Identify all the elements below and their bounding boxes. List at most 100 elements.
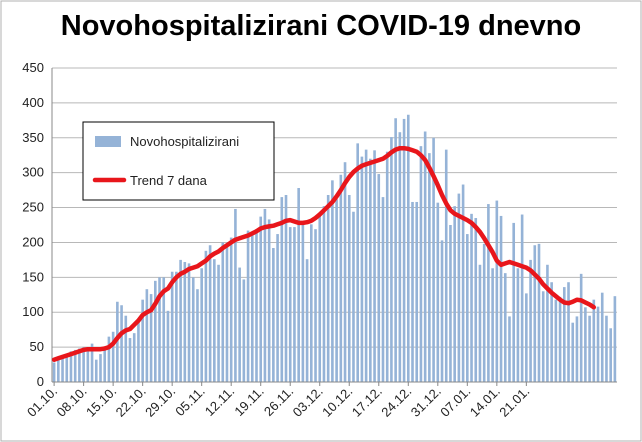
bar bbox=[141, 299, 144, 382]
bar bbox=[166, 310, 170, 382]
bar bbox=[592, 299, 596, 382]
x-tick-label: 05.11. bbox=[172, 384, 207, 419]
bar bbox=[90, 343, 94, 382]
bar bbox=[394, 118, 397, 383]
bar bbox=[411, 201, 414, 382]
bar bbox=[525, 293, 528, 382]
bar bbox=[305, 259, 309, 382]
bar bbox=[229, 237, 233, 382]
bar bbox=[187, 263, 191, 382]
bar bbox=[107, 336, 111, 382]
bar bbox=[364, 149, 368, 382]
bar bbox=[225, 243, 229, 382]
x-tick-label: 03.12. bbox=[290, 384, 326, 420]
bar bbox=[352, 211, 355, 382]
bar bbox=[65, 354, 69, 382]
legend-box bbox=[82, 121, 275, 201]
y-tick-label: 100 bbox=[22, 304, 44, 319]
bar bbox=[415, 201, 419, 382]
bar bbox=[217, 264, 220, 382]
bar bbox=[297, 188, 300, 382]
bar bbox=[158, 277, 161, 382]
bar bbox=[175, 271, 178, 382]
bar bbox=[466, 234, 469, 382]
bar bbox=[377, 174, 381, 382]
y-tick-label: 400 bbox=[22, 95, 44, 110]
bar bbox=[132, 333, 136, 382]
y-tick-label: 0 bbox=[37, 374, 44, 389]
bar bbox=[613, 296, 617, 382]
bar bbox=[402, 118, 406, 382]
bar bbox=[369, 158, 372, 382]
bar bbox=[288, 227, 292, 382]
bar bbox=[444, 149, 448, 382]
chart-title: Novohospitalizirani COVID-19 dnevno bbox=[60, 10, 582, 42]
bar bbox=[250, 231, 254, 382]
bar bbox=[567, 282, 570, 382]
bar bbox=[111, 331, 115, 382]
bar bbox=[145, 289, 149, 382]
bar bbox=[99, 354, 102, 382]
bar bbox=[162, 277, 166, 382]
bar bbox=[503, 273, 507, 382]
bar bbox=[605, 315, 608, 382]
bar bbox=[57, 358, 60, 382]
bar bbox=[183, 261, 187, 382]
bar bbox=[529, 259, 532, 382]
bar bbox=[263, 208, 267, 382]
bar bbox=[179, 259, 182, 382]
bar bbox=[457, 193, 461, 382]
bar bbox=[562, 287, 566, 382]
x-tick-label: 10.12. bbox=[319, 384, 355, 420]
x-tick-label: 15.10. bbox=[83, 384, 119, 420]
bar bbox=[242, 279, 246, 382]
y-tick-label: 350 bbox=[22, 130, 44, 145]
bar bbox=[537, 243, 541, 382]
x-tick-label: 24.12. bbox=[378, 384, 414, 420]
bar bbox=[276, 234, 279, 382]
bar bbox=[381, 197, 385, 382]
bar bbox=[406, 114, 410, 383]
x-tick-label: 19.11. bbox=[231, 384, 266, 419]
bar bbox=[335, 199, 338, 382]
bar bbox=[423, 131, 427, 382]
bar bbox=[310, 224, 313, 382]
bar bbox=[339, 174, 343, 382]
bar bbox=[360, 156, 364, 382]
bar bbox=[103, 348, 107, 382]
bar bbox=[512, 222, 516, 382]
bar bbox=[495, 200, 499, 382]
y-tick-label: 250 bbox=[22, 200, 44, 215]
bar bbox=[326, 194, 330, 382]
bar bbox=[487, 204, 490, 382]
bar bbox=[322, 206, 326, 382]
bar bbox=[78, 348, 81, 382]
bar bbox=[280, 197, 284, 382]
bar bbox=[343, 162, 347, 382]
bar bbox=[137, 321, 140, 382]
bar bbox=[596, 306, 600, 382]
x-tick-label: 21.01. bbox=[496, 384, 532, 420]
bar bbox=[461, 184, 465, 382]
bar bbox=[314, 229, 317, 382]
bar bbox=[116, 301, 119, 382]
x-tick-label: 12.11. bbox=[202, 384, 237, 419]
x-tick-label: 22.10. bbox=[113, 384, 149, 420]
legend-label-bars: Novohospitalizirani bbox=[130, 134, 239, 149]
bar bbox=[440, 240, 444, 382]
bar bbox=[191, 277, 195, 382]
bar bbox=[550, 282, 553, 382]
bar bbox=[120, 305, 123, 382]
y-tick-label: 450 bbox=[22, 60, 44, 75]
y-tick-label: 300 bbox=[22, 165, 44, 180]
x-tick-label: 31.12. bbox=[408, 384, 444, 420]
x-tick-label: 17.12. bbox=[349, 384, 385, 420]
bar bbox=[86, 350, 90, 382]
bar bbox=[520, 214, 524, 382]
bar bbox=[149, 294, 153, 382]
bar bbox=[390, 137, 393, 382]
y-tick-label: 50 bbox=[30, 339, 44, 354]
bar bbox=[200, 268, 203, 382]
